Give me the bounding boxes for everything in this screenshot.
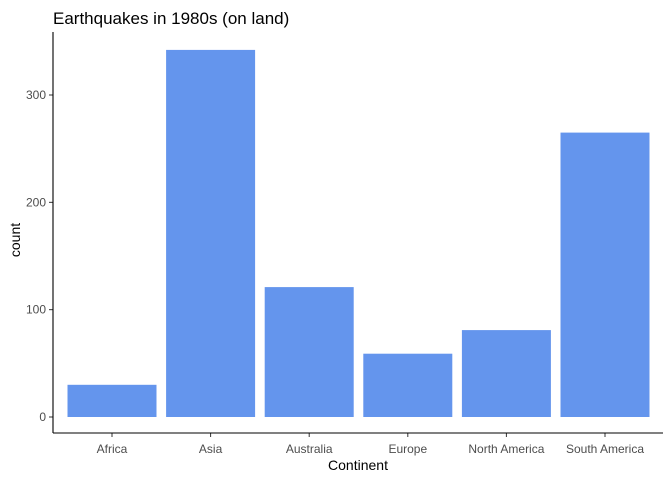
y-tick-label: 100 xyxy=(26,303,46,317)
y-ticks-group: 0 100 200 300 xyxy=(26,88,53,424)
bar-africa xyxy=(67,384,157,417)
y-tick-label: 200 xyxy=(26,195,46,209)
x-tick-label: North America xyxy=(468,442,544,456)
x-tick-label: Europe xyxy=(388,442,427,456)
y-tick-label: 0 xyxy=(39,410,46,424)
chart-title: Earthquakes in 1980s (on land) xyxy=(53,9,289,28)
x-ticks-group: Africa Asia Australia Europe North America So… xyxy=(97,433,644,456)
bar-north-america xyxy=(461,330,551,417)
bar-south-america xyxy=(560,132,650,417)
x-tick-label: Africa xyxy=(97,442,128,456)
bar-asia xyxy=(166,49,256,418)
bar-australia xyxy=(264,287,354,417)
y-axis-title: count xyxy=(7,223,23,257)
bar-europe xyxy=(363,353,453,417)
bars-group xyxy=(67,49,650,418)
x-axis-title: Continent xyxy=(328,457,388,473)
x-tick-label: Australia xyxy=(286,442,333,456)
x-tick-label: Asia xyxy=(199,442,223,456)
x-tick-label: South America xyxy=(566,442,644,456)
y-tick-label: 300 xyxy=(26,88,46,102)
